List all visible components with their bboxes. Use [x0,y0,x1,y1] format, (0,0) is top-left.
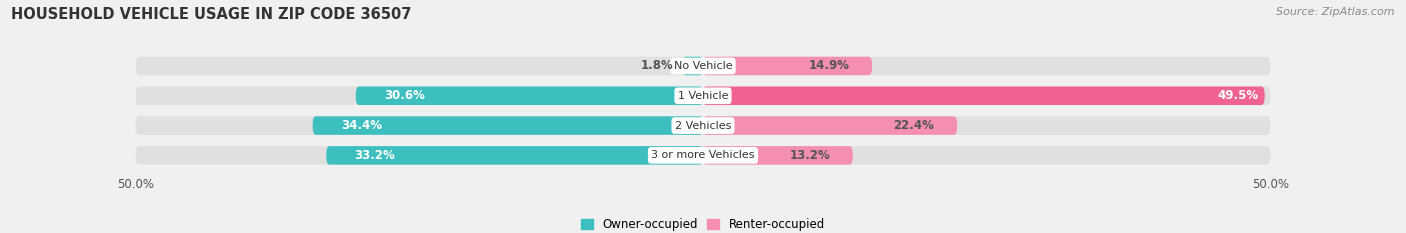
Text: 14.9%: 14.9% [808,59,849,72]
FancyBboxPatch shape [703,116,957,135]
FancyBboxPatch shape [703,57,872,75]
FancyBboxPatch shape [135,146,1271,165]
FancyBboxPatch shape [682,57,703,75]
FancyBboxPatch shape [135,57,1271,75]
Text: 49.5%: 49.5% [1218,89,1258,102]
FancyBboxPatch shape [703,146,853,165]
Text: 33.2%: 33.2% [354,149,395,162]
Text: 34.4%: 34.4% [342,119,382,132]
Text: Source: ZipAtlas.com: Source: ZipAtlas.com [1277,7,1395,17]
Text: 13.2%: 13.2% [789,149,830,162]
FancyBboxPatch shape [326,146,703,165]
FancyBboxPatch shape [703,86,1264,105]
Legend: Owner-occupied, Renter-occupied: Owner-occupied, Renter-occupied [576,213,830,233]
FancyBboxPatch shape [312,116,703,135]
Text: HOUSEHOLD VEHICLE USAGE IN ZIP CODE 36507: HOUSEHOLD VEHICLE USAGE IN ZIP CODE 3650… [11,7,412,22]
FancyBboxPatch shape [135,116,1271,135]
Text: 2 Vehicles: 2 Vehicles [675,120,731,130]
Text: 3 or more Vehicles: 3 or more Vehicles [651,150,755,160]
FancyBboxPatch shape [356,86,703,105]
Text: 22.4%: 22.4% [894,119,935,132]
FancyBboxPatch shape [135,86,1271,105]
Text: 1.8%: 1.8% [641,59,673,72]
Text: No Vehicle: No Vehicle [673,61,733,71]
Text: 1 Vehicle: 1 Vehicle [678,91,728,101]
Text: 30.6%: 30.6% [384,89,425,102]
